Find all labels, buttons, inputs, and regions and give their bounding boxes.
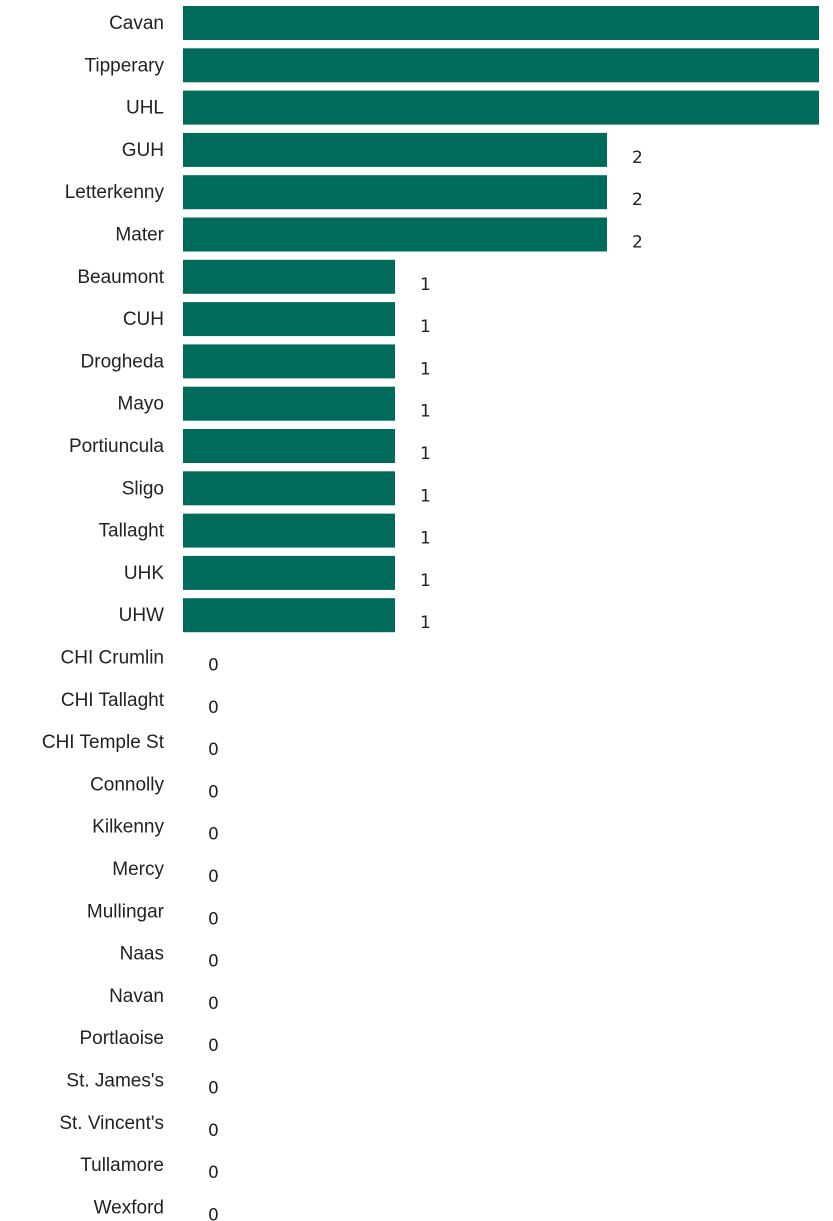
data-label: 0: [208, 740, 219, 760]
data-label: 1: [420, 444, 431, 464]
category-label: St. Vincent's: [59, 1113, 164, 1134]
data-label: 0: [208, 782, 219, 802]
bar: [183, 598, 395, 633]
data-label: 0: [208, 825, 219, 845]
category-label: Mayo: [118, 394, 164, 415]
category-label: UHL: [126, 98, 164, 119]
data-label: 0: [208, 1036, 219, 1056]
bar: [183, 48, 819, 83]
data-label: 0: [208, 909, 219, 929]
data-label: 0: [208, 1121, 219, 1141]
bar: [183, 175, 607, 210]
bar: [183, 6, 819, 40]
data-label: 1: [420, 359, 431, 379]
category-label: UHK: [124, 563, 164, 584]
bar: [183, 471, 395, 506]
data-label: 1: [420, 571, 431, 591]
data-label: 0: [208, 1205, 219, 1221]
category-label: Portiuncula: [69, 436, 164, 457]
bar: [183, 132, 607, 167]
category-label: CHI Tallaght: [61, 690, 165, 711]
category-label: Navan: [109, 986, 164, 1007]
category-label: Tallaght: [99, 521, 165, 542]
data-label: 1: [420, 529, 431, 549]
data-label: 2: [632, 148, 643, 168]
data-label: 0: [208, 952, 219, 972]
category-label: Wexford: [94, 1197, 164, 1218]
bar: [183, 217, 607, 252]
bar: [183, 302, 395, 337]
bar: [183, 429, 395, 463]
category-label: Drogheda: [81, 351, 165, 372]
category-label: Beaumont: [77, 267, 164, 288]
category-label: Mercy: [112, 859, 164, 880]
data-label: 0: [208, 1079, 219, 1099]
bar: [183, 259, 395, 294]
data-label: 0: [208, 698, 219, 718]
data-label: 2: [632, 233, 643, 253]
data-label: 0: [208, 656, 219, 676]
category-label: CHI Crumlin: [61, 648, 164, 669]
data-label: 0: [208, 994, 219, 1014]
category-label: Sligo: [122, 478, 164, 499]
category-label: St. James's: [66, 1071, 164, 1092]
category-label: Letterkenny: [65, 182, 165, 203]
data-label: 1: [420, 317, 431, 337]
data-label: 0: [208, 867, 219, 887]
category-label: Connolly: [90, 774, 164, 795]
category-label: Mater: [115, 225, 164, 246]
category-label: CHI Temple St: [42, 732, 165, 753]
category-label: UHW: [119, 605, 164, 626]
bar: [183, 513, 395, 548]
category-label: Cavan: [109, 13, 164, 34]
category-label: Portlaoise: [80, 1028, 165, 1049]
category-label: CUH: [123, 309, 164, 330]
category-label: Naas: [120, 944, 164, 965]
bar: [183, 386, 395, 421]
bar: [183, 555, 395, 590]
data-label: 1: [420, 486, 431, 506]
bar: [183, 344, 395, 379]
category-label: GUH: [122, 140, 164, 161]
data-label: 1: [420, 275, 431, 295]
bar: [183, 90, 819, 125]
data-label: 0: [208, 1163, 219, 1183]
category-label: Tullamore: [80, 1155, 164, 1176]
data-label: 2: [632, 190, 643, 210]
category-label: Kilkenny: [92, 817, 164, 838]
data-label: 1: [420, 402, 431, 422]
data-label: 1: [420, 613, 431, 633]
category-label: Mullingar: [87, 901, 165, 922]
category-label: Tipperary: [84, 55, 164, 76]
